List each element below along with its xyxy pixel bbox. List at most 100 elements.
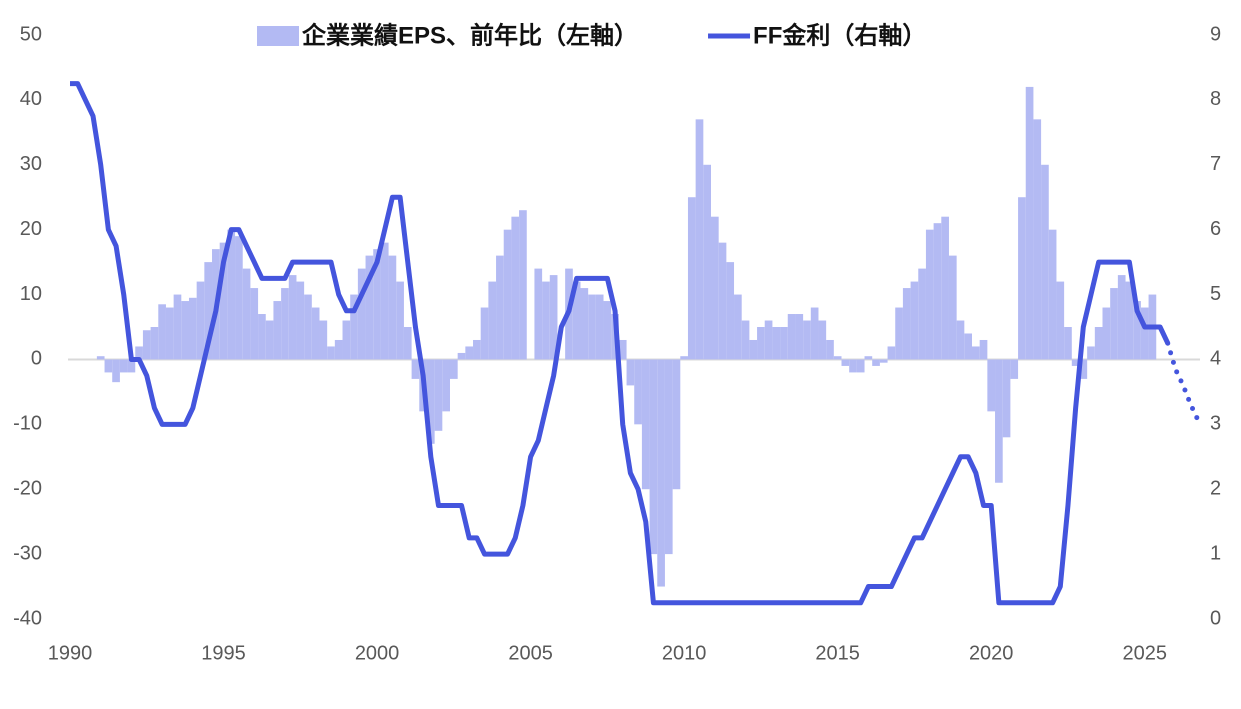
bar [1064,327,1072,360]
bar [488,281,497,360]
bar [780,327,788,360]
bar [626,359,635,386]
bar [549,275,558,360]
bar [403,327,412,360]
bar [258,314,266,360]
bar [204,262,213,360]
x-tick-label: 2015 [815,642,860,664]
bar [465,346,474,360]
bar [396,281,404,360]
bar [972,346,980,360]
bar [150,327,159,360]
bar [273,301,282,360]
bar [304,294,312,360]
bar [956,320,965,360]
bar [235,236,243,360]
bar [703,164,711,360]
bar [311,307,320,360]
bar [480,307,489,360]
y2-tick-label: 5 [1210,283,1221,305]
y2-tick-label: 6 [1210,218,1221,240]
bar [250,288,259,360]
line [1165,340,1201,424]
bar [227,229,236,360]
bar [734,294,742,360]
bar [1117,275,1126,360]
bar [979,339,988,360]
bar [757,327,765,360]
bar [618,339,627,360]
bar [365,255,374,360]
y-tick-label: -40 [13,607,42,629]
bar [918,268,926,360]
y2-tick-label: 2 [1210,478,1221,500]
x-tick-label: 2010 [662,642,707,664]
bar [672,359,681,490]
x-tick-label: 1995 [201,642,246,664]
bar [281,288,289,360]
bar [350,294,358,360]
bar [534,268,543,360]
bar [296,281,305,360]
bar [795,314,804,360]
bar [503,229,512,360]
bar [764,320,773,360]
bar [127,359,136,373]
bar [1071,359,1080,366]
bar [1010,359,1019,379]
bar [726,262,735,360]
bar [96,356,105,360]
y2-tick-label: 3 [1210,413,1221,435]
bar [664,359,673,555]
bar [426,359,435,444]
y-tick-label: -30 [13,542,42,564]
bar [948,255,957,360]
bar [657,359,665,587]
legend-label: 企業業績EPS、前年比（左軸） [302,21,638,49]
bar [1002,359,1011,438]
bar [1110,288,1118,360]
bar [710,216,719,360]
bar [373,249,381,360]
y-tick-label: 20 [20,218,42,240]
x-tick-label: 2000 [355,642,400,664]
bar [434,359,443,431]
bar [380,242,389,360]
bar [687,197,696,360]
y2-tick-label: 9 [1210,23,1221,45]
y2-tick-label: 8 [1210,88,1221,110]
bar [856,359,865,373]
bar [680,356,688,360]
bar [1056,281,1065,360]
bar [964,333,973,360]
bar [1025,86,1034,360]
bar [457,352,466,360]
bar [1048,229,1057,360]
bar [872,359,880,366]
bar [902,288,911,360]
bar [449,359,458,379]
bar [319,320,328,360]
line [70,81,1171,606]
bar [357,268,366,360]
y2-tick-label: 0 [1210,607,1221,629]
bar [342,320,351,360]
bar [173,294,182,360]
bar [288,275,297,360]
bar [864,356,873,360]
bar [519,210,527,360]
bar [1033,119,1042,360]
y-tick-label: 0 [31,348,42,370]
bar [941,216,949,360]
bar [158,304,166,360]
bar [181,301,189,360]
bar [749,339,758,360]
bar [826,339,834,360]
bar [787,314,796,360]
bar [104,359,113,373]
bar [588,294,596,360]
bar [933,223,942,360]
y-tick-label: -10 [13,413,42,435]
x-tick-label: 1990 [48,642,93,664]
